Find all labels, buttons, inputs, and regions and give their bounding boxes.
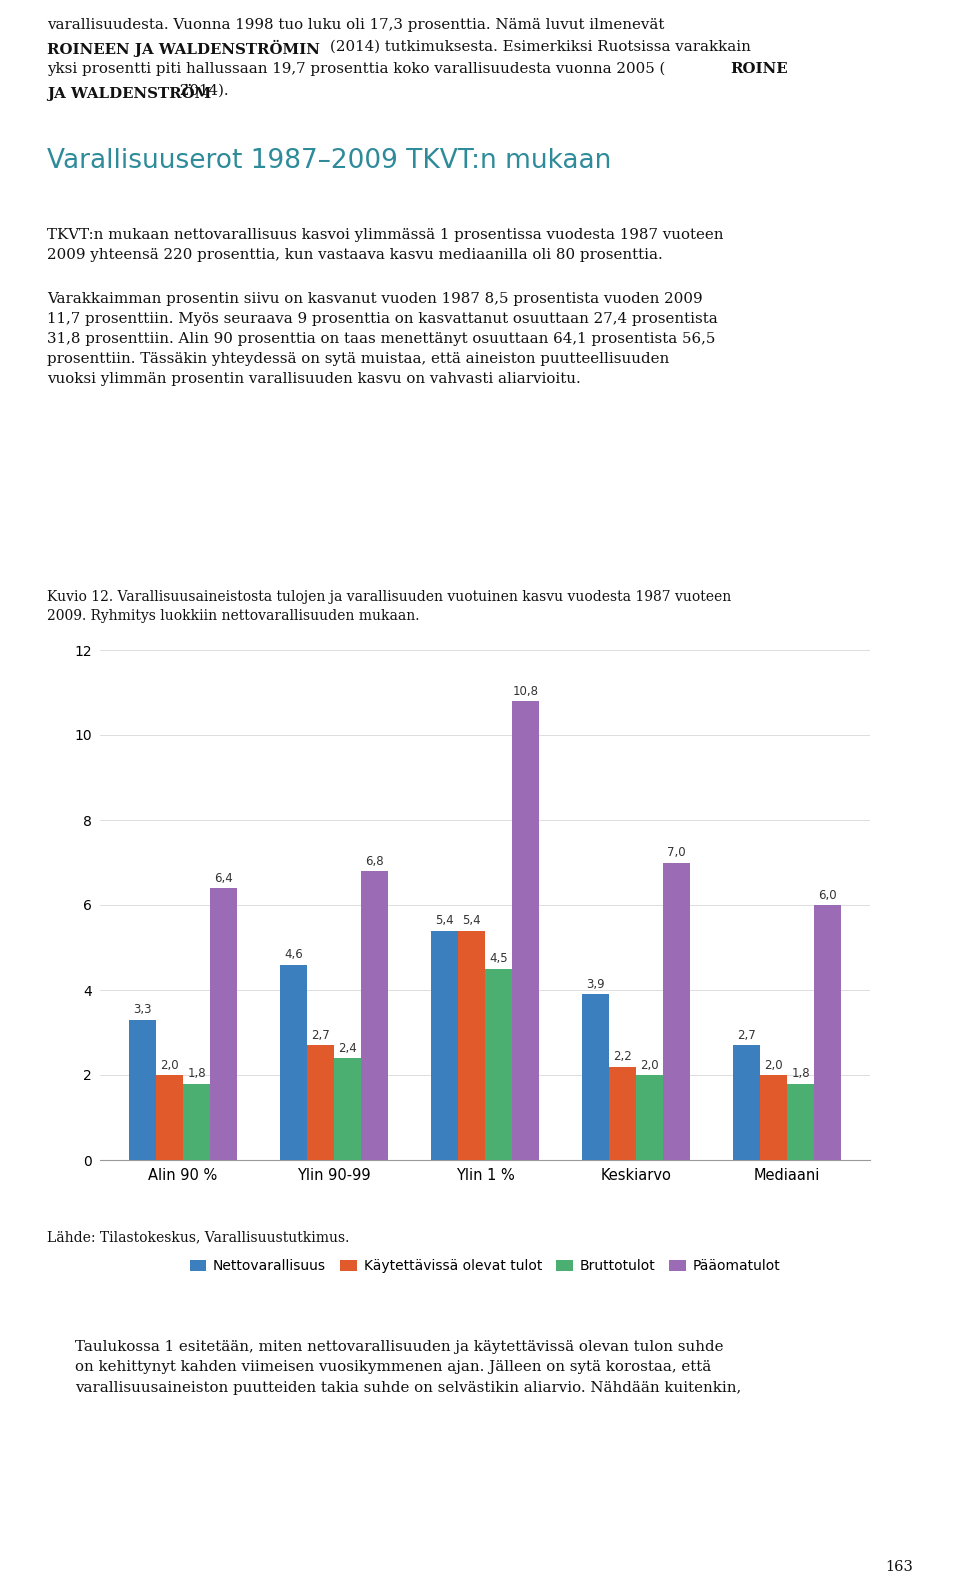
Text: 4,5: 4,5 (490, 952, 508, 965)
Bar (156, 1075, 183, 1161)
Text: Varakkaimman prosentin siivu on kasvanut vuoden 1987 8,5 prosentista vuoden 2009: Varakkaimman prosentin siivu on kasvanut… (47, 293, 718, 386)
Bar (636, 1075, 663, 1161)
Text: 2,0: 2,0 (764, 1059, 782, 1072)
Text: 163: 163 (885, 1560, 913, 1574)
Bar (663, 862, 690, 1161)
Bar (485, 968, 513, 1161)
Text: ROINE: ROINE (730, 62, 787, 76)
Text: 2,7: 2,7 (311, 1029, 330, 1041)
Text: 2014).: 2014). (175, 84, 228, 99)
Bar (210, 887, 237, 1161)
Text: Taulukossa 1 esitetään, miten nettovarallisuuden ja käytettävissä olevan tulon s: Taulukossa 1 esitetään, miten nettovaral… (75, 1340, 741, 1394)
Bar (513, 701, 540, 1161)
Bar (732, 1045, 759, 1161)
Text: 6,8: 6,8 (366, 854, 384, 868)
Bar (787, 1083, 814, 1161)
Bar (183, 1083, 210, 1161)
Bar (431, 930, 458, 1161)
Text: 2,0: 2,0 (160, 1059, 179, 1072)
Text: Lähde: Tilastokeskus, Varallisuustutkimus.: Lähde: Tilastokeskus, Varallisuustutkimu… (47, 1231, 349, 1243)
Text: 2,0: 2,0 (640, 1059, 659, 1072)
Bar (759, 1075, 787, 1161)
Text: 6,0: 6,0 (819, 889, 837, 902)
Text: JA WALDENSTRÖM: JA WALDENSTRÖM (47, 84, 211, 102)
Bar (814, 905, 841, 1161)
Text: (2014) tutkimuksesta. Esimerkiksi Ruotsissa varakkain: (2014) tutkimuksesta. Esimerkiksi Ruotsi… (330, 40, 751, 54)
Bar (582, 994, 609, 1161)
Text: 4,6: 4,6 (284, 948, 302, 960)
Legend: Nettovarallisuus, Käytettävissä olevat tulot, Bruttotulot, Pääomatulot: Nettovarallisuus, Käytettävissä olevat t… (184, 1253, 786, 1278)
Bar (334, 1057, 361, 1161)
Text: yksi prosentti piti hallussaan 19,7 prosenttia koko varallisuudesta vuonna 2005 : yksi prosentti piti hallussaan 19,7 pros… (47, 62, 665, 76)
Text: 1,8: 1,8 (187, 1067, 206, 1080)
Text: 2,7: 2,7 (737, 1029, 756, 1041)
Text: 6,4: 6,4 (214, 871, 233, 884)
Text: 10,8: 10,8 (513, 685, 539, 698)
Text: 1,8: 1,8 (791, 1067, 810, 1080)
Bar (129, 1019, 156, 1161)
Text: 3,9: 3,9 (586, 978, 605, 991)
Bar (458, 930, 485, 1161)
Text: ROINEEN JA WALDENSTRÖMIN: ROINEEN JA WALDENSTRÖMIN (47, 40, 320, 57)
Text: 5,4: 5,4 (462, 914, 481, 927)
Bar (279, 965, 307, 1161)
Text: 3,3: 3,3 (133, 1003, 152, 1016)
Bar (307, 1045, 334, 1161)
Text: Varallisuuserot 1987–2009 TKVT:n mukaan: Varallisuuserot 1987–2009 TKVT:n mukaan (47, 148, 612, 173)
Text: 5,4: 5,4 (435, 914, 453, 927)
Bar (609, 1067, 636, 1161)
Text: 2,4: 2,4 (338, 1041, 357, 1054)
Text: varallisuudesta. Vuonna 1998 tuo luku oli 17,3 prosenttia. Nämä luvut ilmenevät: varallisuudesta. Vuonna 1998 tuo luku ol… (47, 17, 664, 32)
Text: 7,0: 7,0 (667, 846, 686, 859)
Text: Kuvio 12. Varallisuusaineistosta tulojen ja varallisuuden vuotuinen kasvu vuodes: Kuvio 12. Varallisuusaineistosta tulojen… (47, 590, 732, 623)
Text: 2,2: 2,2 (613, 1049, 632, 1064)
Text: TKVT:n mukaan nettovarallisuus kasvoi ylimmässä 1 prosentissa vuodesta 1987 vuot: TKVT:n mukaan nettovarallisuus kasvoi yl… (47, 227, 724, 262)
Bar (361, 871, 389, 1161)
